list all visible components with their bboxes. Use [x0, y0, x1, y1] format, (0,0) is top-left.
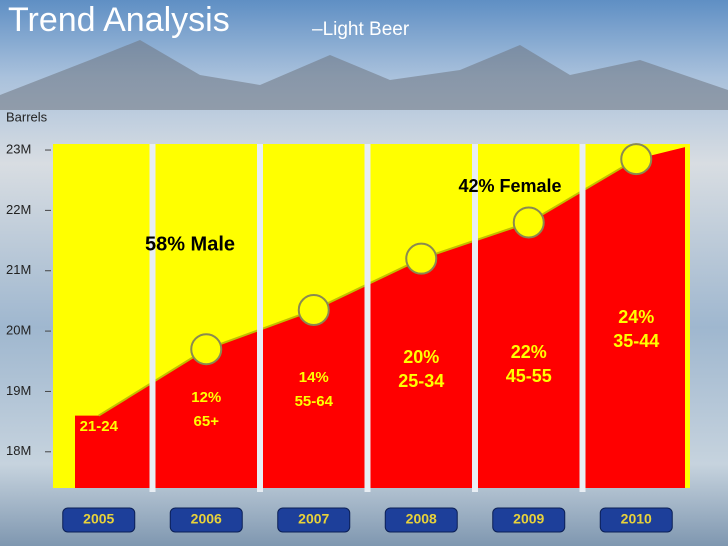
point-marker	[512, 206, 545, 239]
segment-ages: 35-44	[613, 331, 659, 351]
segment-share: 9%	[88, 394, 110, 411]
subtitle: –Light Beer	[312, 19, 410, 40]
panel-gap	[579, 144, 586, 492]
panel-gap	[472, 144, 478, 492]
point-marker	[405, 242, 438, 275]
year-button	[169, 507, 243, 533]
female-label: 42% Female	[458, 176, 561, 196]
segment-ages: 65+	[194, 413, 220, 430]
segment-share: 20%	[403, 347, 439, 367]
segment-ages: 45-55	[506, 366, 552, 386]
year-button	[492, 507, 566, 533]
year-button	[599, 507, 673, 533]
y-tick-label: 22M	[6, 202, 31, 217]
year-button	[277, 507, 351, 533]
segment-ages: 25-34	[398, 371, 444, 391]
panel-gap	[149, 144, 156, 492]
panel-gap	[257, 144, 263, 492]
y-axis-label: Barrels	[6, 109, 48, 124]
y-tick-label: 21M	[6, 262, 31, 277]
y-tick-label: 20M	[6, 323, 31, 338]
x-tick-label: 2009	[513, 511, 544, 527]
segment-ages: 55-64	[295, 393, 334, 410]
x-tick-label: 2005	[83, 511, 114, 527]
x-tick-label: 2008	[406, 511, 437, 527]
point-marker	[297, 293, 330, 326]
y-tick-label: 19M	[6, 383, 31, 398]
segment-share: 22%	[511, 342, 547, 362]
x-tick-label: 2007	[298, 511, 329, 527]
title: Trend Analysis	[8, 1, 230, 39]
segment-share: 24%	[618, 307, 654, 327]
segment-share: 14%	[299, 369, 329, 386]
male-label: 58% Male	[145, 233, 235, 255]
x-tick-label: 2010	[621, 511, 652, 527]
year-button	[62, 507, 136, 533]
point-marker	[620, 143, 653, 176]
year-button	[384, 507, 458, 533]
mountains	[0, 40, 728, 110]
segment-share: 12%	[191, 389, 221, 406]
y-tick-label: 18M	[6, 443, 31, 458]
x-tick-label: 2006	[191, 511, 222, 527]
point-marker	[190, 333, 223, 366]
panel-gap	[364, 144, 371, 492]
segment-ages: 21-24	[80, 418, 119, 435]
y-tick-label: 23M	[6, 141, 31, 156]
